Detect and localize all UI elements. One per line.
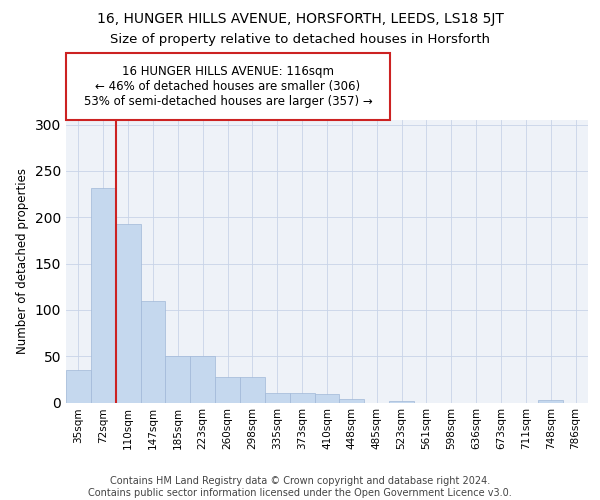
Text: Size of property relative to detached houses in Horsforth: Size of property relative to detached ho…	[110, 32, 490, 46]
Text: 16, HUNGER HILLS AVENUE, HORSFORTH, LEEDS, LS18 5JT: 16, HUNGER HILLS AVENUE, HORSFORTH, LEED…	[97, 12, 503, 26]
Bar	[538, 400, 563, 402]
Y-axis label: Number of detached properties: Number of detached properties	[16, 168, 29, 354]
Text: Contains HM Land Registry data © Crown copyright and database right 2024.
Contai: Contains HM Land Registry data © Crown c…	[88, 476, 512, 498]
Bar	[340, 399, 364, 402]
Bar	[91, 188, 116, 402]
Bar	[215, 376, 240, 402]
FancyBboxPatch shape	[66, 52, 390, 120]
Bar	[240, 376, 265, 402]
Bar	[116, 224, 140, 402]
Text: 16 HUNGER HILLS AVENUE: 116sqm
← 46% of detached houses are smaller (306)
53% of: 16 HUNGER HILLS AVENUE: 116sqm ← 46% of …	[83, 64, 373, 108]
Bar	[140, 300, 166, 402]
Bar	[66, 370, 91, 402]
Bar	[314, 394, 340, 402]
Bar	[190, 356, 215, 403]
Bar	[166, 356, 190, 403]
Bar	[265, 393, 290, 402]
Bar	[389, 400, 414, 402]
Bar	[290, 393, 314, 402]
